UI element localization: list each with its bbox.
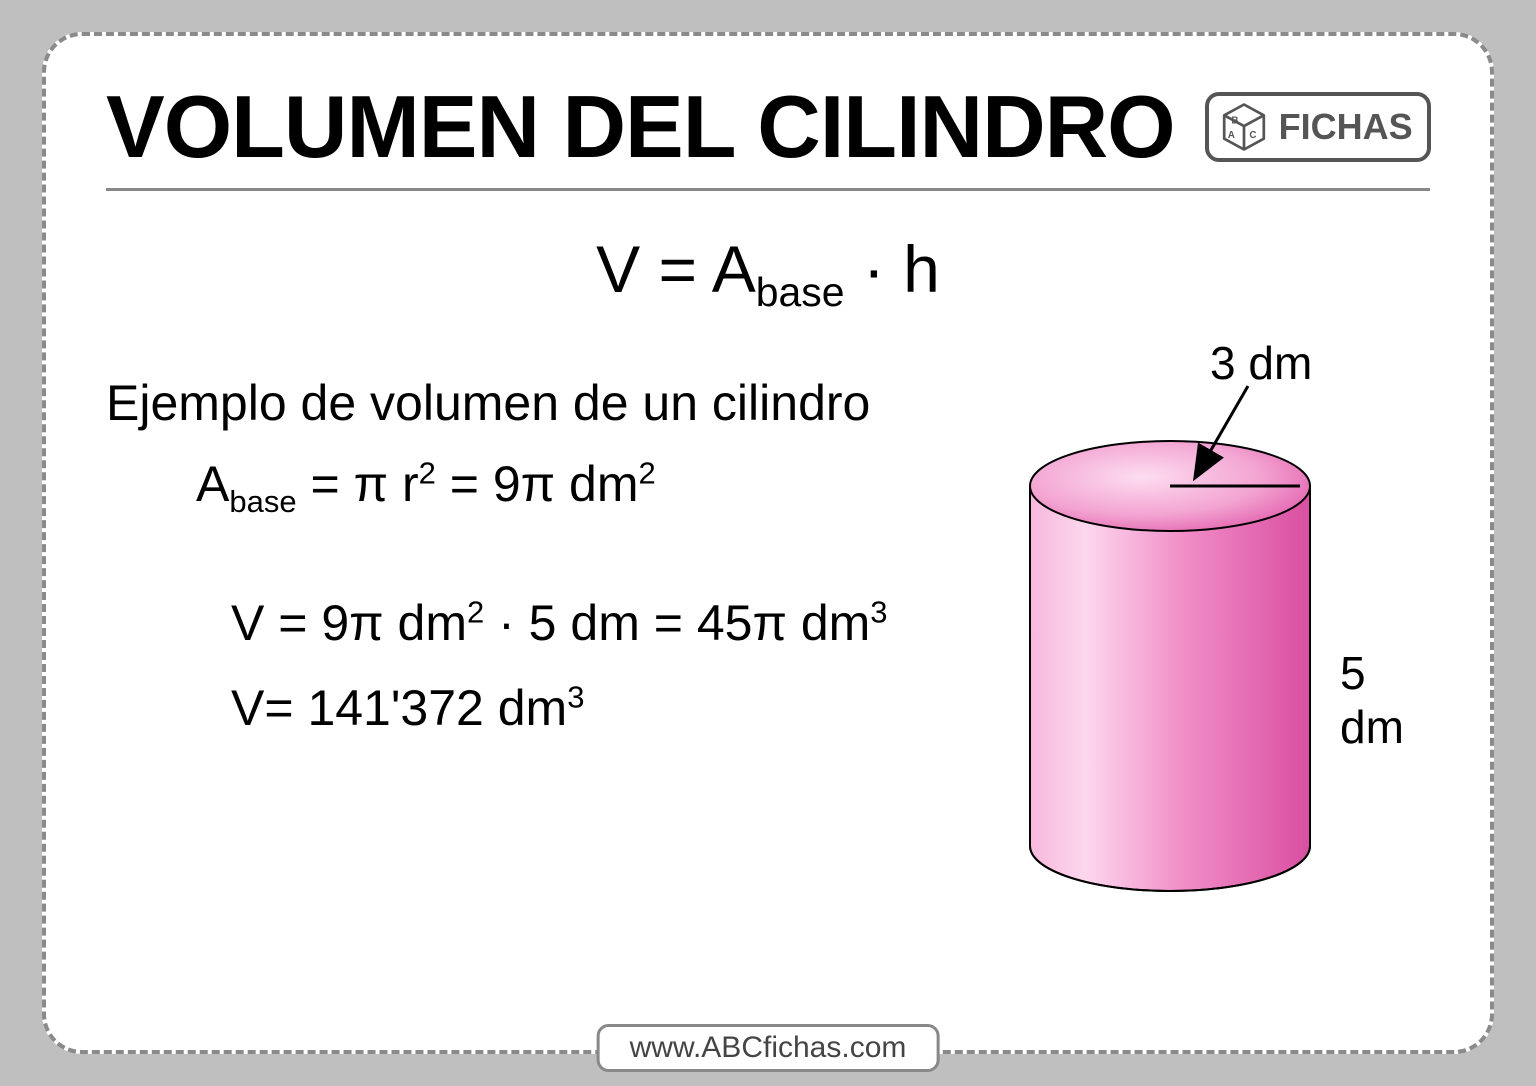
- url-badge: www.ABCfichas.com: [597, 1024, 940, 1072]
- worksheet-card: VOLUMEN DEL CILINDRO B A C FICHAS V = Ab…: [42, 32, 1494, 1054]
- brand-logo: B A C FICHAS: [1205, 92, 1431, 162]
- radius-label: 3 dm: [1210, 336, 1312, 390]
- content-row: Ejemplo de volumen de un cilindro Abase …: [106, 366, 1430, 926]
- cube-icon: B A C: [1217, 100, 1271, 154]
- formulas-column: Ejemplo de volumen de un cilindro Abase …: [106, 366, 1000, 756]
- main-formula: V = Abase · h: [106, 231, 1430, 316]
- example-title: Ejemplo de volumen de un cilindro: [106, 366, 1000, 441]
- svg-text:A: A: [1227, 130, 1234, 141]
- header: VOLUMEN DEL CILINDRO B A C FICHAS: [106, 76, 1430, 191]
- logo-text: FICHAS: [1279, 106, 1413, 148]
- area-formula: Abase = π r2 = 9π dm2: [106, 447, 1000, 526]
- result-formula: V= 141'372 dm3: [106, 671, 1000, 746]
- volume-formula: V = 9π dm2 · 5 dm = 45π dm3: [106, 586, 1000, 661]
- svg-text:C: C: [1249, 130, 1256, 141]
- page-title: VOLUMEN DEL CILINDRO: [106, 76, 1175, 178]
- height-label: 5 dm: [1340, 646, 1430, 754]
- cylinder-diagram: 3 dm 5 dm: [1000, 366, 1430, 926]
- svg-text:B: B: [1231, 115, 1238, 126]
